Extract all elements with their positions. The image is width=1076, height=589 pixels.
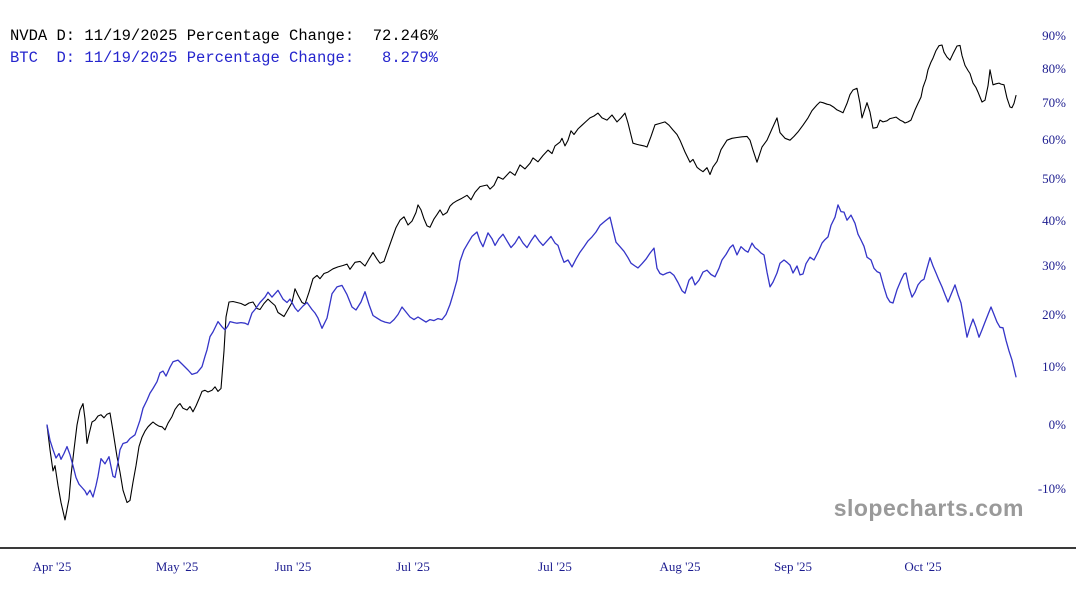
x-axis-label: Apr '25 [32, 559, 72, 574]
x-axis-label: May '25 [155, 559, 199, 574]
y-axis-label: -10% [1037, 480, 1066, 496]
x-axis-label: Oct '25 [904, 559, 942, 574]
y-axis-label: 10% [1042, 359, 1066, 375]
x-axis-label: Aug '25 [659, 559, 701, 574]
y-axis-label: 60% [1042, 132, 1066, 148]
y-axis-label: 80% [1042, 60, 1066, 76]
y-axis-label: 40% [1042, 213, 1066, 229]
y-axis-label: 0% [1048, 417, 1066, 432]
x-axis-label: Jul '25 [538, 559, 572, 574]
x-axis-label: Sep '25 [773, 559, 813, 574]
legend-btc: BTC D: 11/19/2025 Percentage Change: 8.2… [10, 49, 438, 67]
legend: NVDA D: 11/19/2025 Percentage Change: 72… [10, 25, 438, 69]
nvda-line [46, 44, 1017, 521]
legend-nvda: NVDA D: 11/19/2025 Percentage Change: 72… [10, 27, 438, 45]
x-axis-label: Jun '25 [274, 559, 312, 574]
y-axis-label: 50% [1042, 171, 1066, 187]
axis-separator [0, 547, 1076, 549]
watermark: slopecharts.com [833, 495, 1024, 521]
y-axis-label: 30% [1042, 258, 1066, 273]
btc-line [46, 204, 1017, 498]
y-axis-label: 70% [1042, 95, 1066, 111]
y-axis-label: 20% [1042, 306, 1066, 322]
x-axis-label: Jul '25 [396, 559, 430, 574]
y-axis-label: 90% [1042, 28, 1066, 44]
